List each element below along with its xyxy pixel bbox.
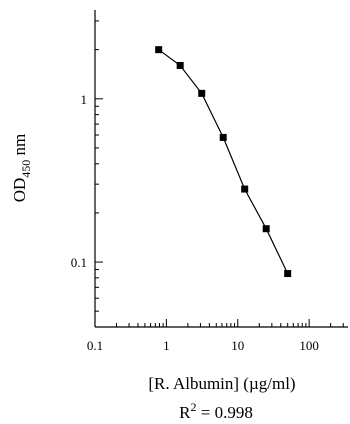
y-axis-title-unit: nm	[10, 134, 29, 160]
x-axis-title: [R. Albumin] (µg/ml)	[148, 374, 295, 393]
y-tick-label: 1	[81, 92, 88, 107]
ticks-group: 0.1 1 10 100 0.1 1	[71, 20, 344, 353]
y-axis-title: OD450 nm	[10, 134, 33, 203]
r-squared-superscript: 2	[191, 400, 197, 414]
data-point	[176, 61, 184, 69]
y-axis-title-main: OD	[10, 178, 29, 203]
x-tick-label: 0.1	[87, 338, 103, 353]
x-tick-label: 1	[163, 338, 170, 353]
data-point	[262, 225, 270, 233]
y-axis-title-subscript: 450	[19, 160, 33, 178]
r-squared-base: R	[179, 403, 191, 422]
plot-frame	[94, 10, 348, 328]
series-group	[155, 46, 292, 278]
y-tick-label: 0.1	[71, 255, 87, 270]
r-squared-annotation: R2 = 0.998	[179, 400, 253, 422]
data-point	[219, 133, 227, 141]
x-tick-label: 10	[231, 338, 244, 353]
data-point	[241, 185, 249, 193]
data-point	[284, 270, 292, 278]
x-tick-label: 100	[299, 338, 319, 353]
r-squared-value: = 0.998	[197, 403, 253, 422]
data-point	[155, 46, 163, 54]
data-point	[198, 89, 206, 97]
series-line	[158, 49, 289, 274]
